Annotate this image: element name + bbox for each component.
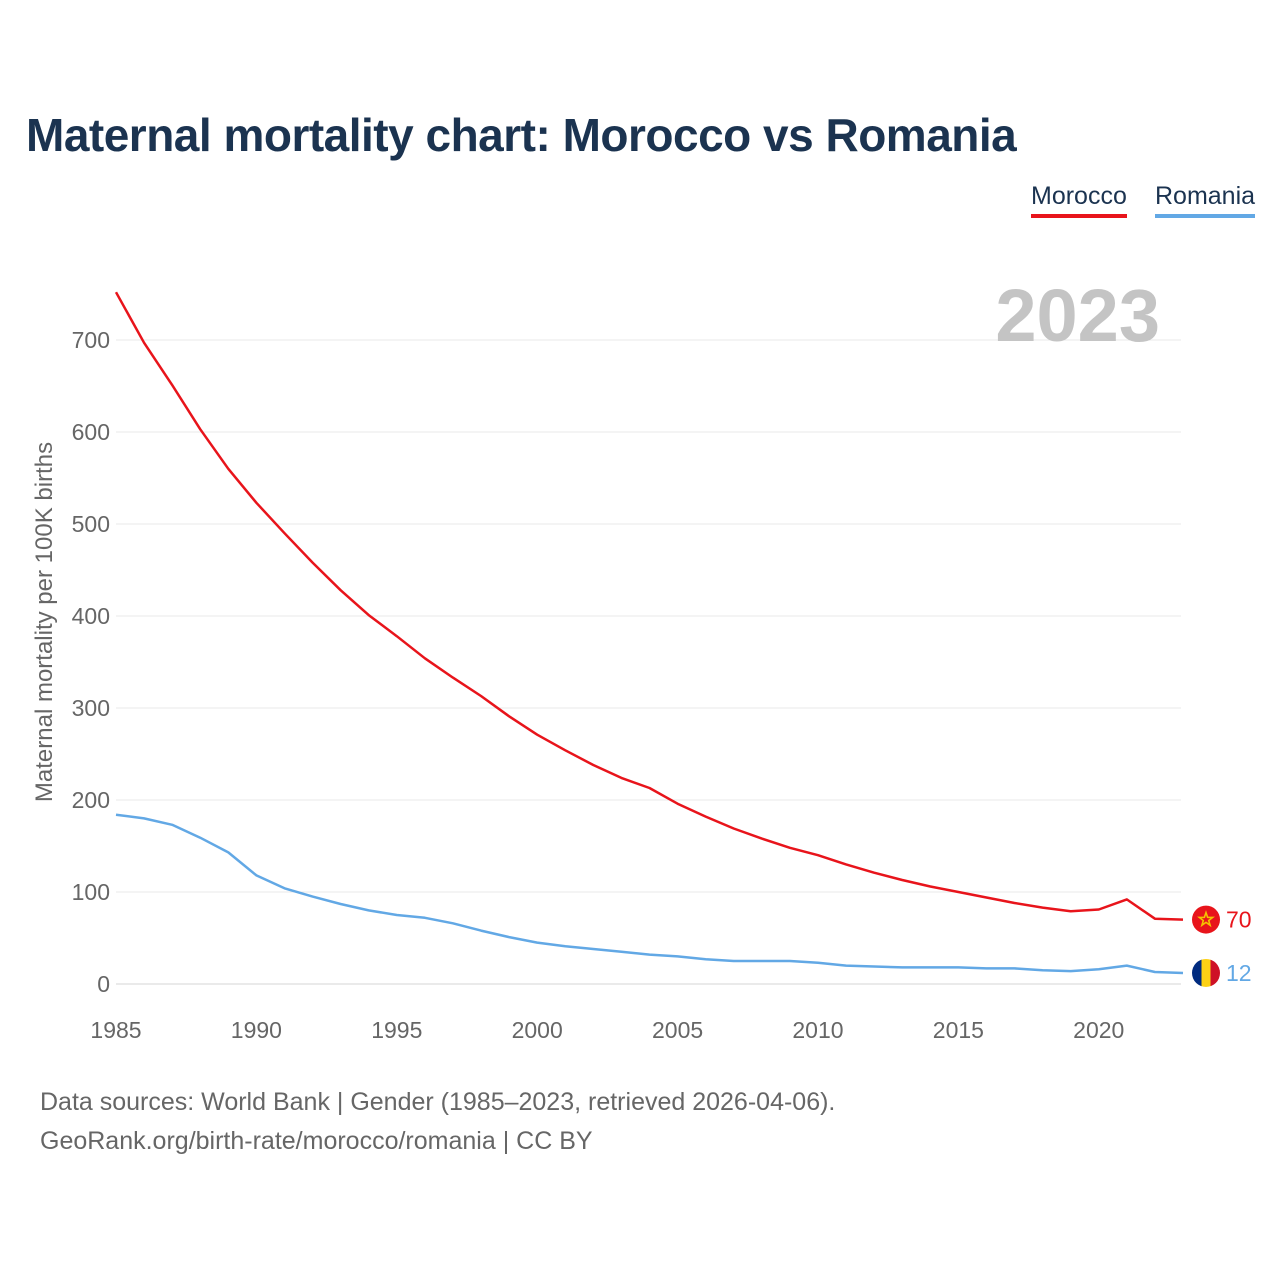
footer-link[interactable]: GeoRank.org/birth-rate/morocco/romania |…: [40, 1127, 593, 1155]
y-tick-label: 200: [72, 787, 110, 813]
series-line-romania[interactable]: [115, 813, 1184, 975]
end-value-label-morocco: 70: [1226, 907, 1252, 933]
x-tick-label: 2010: [792, 1017, 843, 1043]
legend-item-morocco[interactable]: Morocco: [1031, 182, 1127, 218]
end-value-label-romania: 12: [1226, 960, 1252, 986]
footer-source: Data sources: World Bank | Gender (1985–…: [40, 1088, 836, 1116]
morocco-flag-icon: [1192, 905, 1220, 934]
romania-flag-icon: [1192, 958, 1220, 987]
x-tick-label: 1990: [231, 1017, 282, 1043]
y-tick-label: 100: [72, 879, 110, 905]
x-tick-label: 2005: [652, 1017, 703, 1043]
x-tick-label: 2000: [512, 1017, 563, 1043]
x-tick-label: 2015: [933, 1017, 984, 1043]
chart-plot: 2023 Maternal mortality per 100K births …: [31, 274, 1252, 1043]
year-overlay: 2023: [995, 274, 1160, 357]
legend-item-romania[interactable]: Romania: [1155, 182, 1256, 218]
chart-title: Maternal mortality chart: Morocco vs Rom…: [26, 109, 1017, 161]
x-tick-label: 1995: [371, 1017, 422, 1043]
series-line-morocco[interactable]: [114, 291, 1184, 921]
y-tick-label: 400: [72, 603, 110, 629]
y-tick-label: 500: [72, 511, 110, 537]
y-axis-label: Maternal mortality per 100K births: [31, 442, 58, 802]
x-tick-label: 1985: [90, 1017, 141, 1043]
y-tick-label: 600: [72, 419, 110, 445]
x-tick-label: 2020: [1073, 1017, 1124, 1043]
y-tick-label: 300: [72, 695, 110, 721]
y-tick-label: 0: [97, 971, 110, 997]
y-tick-label: 700: [72, 327, 110, 353]
